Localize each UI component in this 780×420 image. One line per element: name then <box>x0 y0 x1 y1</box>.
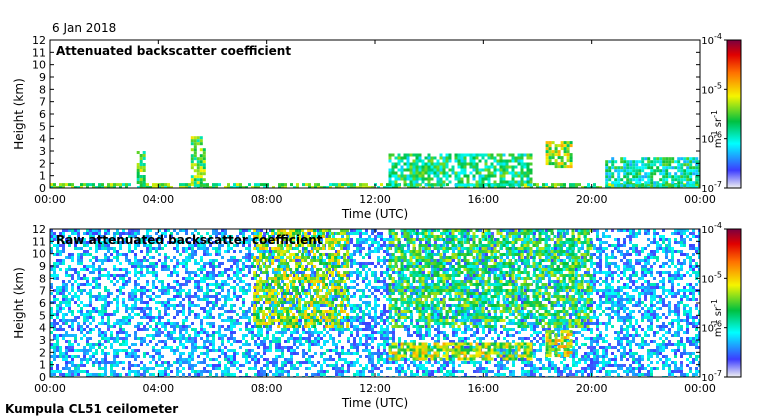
panel-title: Raw attenuated backscatter coefficient <box>56 233 323 247</box>
colorbar <box>726 228 742 378</box>
colorbar <box>726 39 742 189</box>
y-tick-label: 2 <box>39 346 46 359</box>
colorbar-tick-label: 10-7 <box>701 369 722 384</box>
y-tick-label: 11 <box>32 235 46 248</box>
x-tick-label: 12:00 <box>359 382 391 395</box>
y-tick-label: 1 <box>39 170 46 183</box>
y-tick-label: 6 <box>39 297 46 310</box>
heatmap-feature-5 <box>545 141 573 169</box>
heatmap-feature-3 <box>388 229 593 328</box>
x-tick-label: 04:00 <box>142 193 174 206</box>
colorbar-tick-label: 10-4 <box>701 221 722 236</box>
heatmap-feature-4 <box>388 342 533 361</box>
y-tick-label: 5 <box>39 120 46 133</box>
y-tick-label: 7 <box>39 96 46 109</box>
x-tick-label: 00:00 <box>684 382 716 395</box>
heatmap-data <box>50 136 700 188</box>
y-tick-label: 7 <box>39 285 46 298</box>
x-axis-label: Time (UTC) <box>341 207 408 221</box>
y-tick-label: 5 <box>39 309 46 322</box>
y-tick-label: 3 <box>39 145 46 158</box>
date-label: 6 Jan 2018 <box>52 21 117 35</box>
colorbar-tick-label: 10-6 <box>701 131 722 146</box>
y-axis-label: Height (km) <box>12 267 26 338</box>
y-tick-label: 11 <box>32 46 46 59</box>
heatmap-feature-3 <box>190 136 206 188</box>
heatmap-feature-4 <box>388 153 533 187</box>
x-tick-label: 16:00 <box>467 193 499 206</box>
y-tick-label: 4 <box>39 322 46 335</box>
x-tick-label: 08:00 <box>251 382 283 395</box>
colorbar-tick-label: 10-4 <box>701 32 722 47</box>
heatmap-feature-2 <box>253 229 350 328</box>
y-tick-label: 1 <box>39 359 46 372</box>
x-tick-label: 20:00 <box>576 382 608 395</box>
y-tick-label: 12 <box>32 34 46 47</box>
heatmap-feature-6 <box>605 157 700 188</box>
y-tick-label: 3 <box>39 334 46 347</box>
x-tick-label: 00:00 <box>34 193 66 206</box>
colorbar-tick-label: 10-5 <box>701 270 722 285</box>
x-tick-label: 00:00 <box>34 382 66 395</box>
heatmap-data <box>50 229 700 377</box>
y-tick-label: 8 <box>39 83 46 96</box>
heatmap-feature-5 <box>545 330 573 358</box>
y-axis-label: Height (km) <box>12 78 26 149</box>
colorbar-unit-label: m-1 sr-1 <box>710 110 724 148</box>
y-tick-label: 9 <box>39 71 46 84</box>
x-tick-label: 04:00 <box>142 382 174 395</box>
y-tick-label: 10 <box>32 59 46 72</box>
y-tick-label: 8 <box>39 272 46 285</box>
colorbar-tick-label: 10-5 <box>701 81 722 96</box>
y-tick-label: 6 <box>39 108 46 121</box>
y-tick-label: 10 <box>32 248 46 261</box>
instrument-label: Kumpula CL51 ceilometer <box>5 402 179 416</box>
x-axis-label: Time (UTC) <box>341 396 408 410</box>
x-tick-label: 08:00 <box>251 193 283 206</box>
colorbar-unit-label: m-1 sr-1 <box>710 299 724 337</box>
plot-area <box>50 40 700 188</box>
x-tick-label: 16:00 <box>467 382 499 395</box>
y-tick-label: 9 <box>39 260 46 273</box>
y-tick-label: 2 <box>39 157 46 170</box>
panel-title: Attenuated backscatter coefficient <box>56 44 291 58</box>
x-tick-label: 12:00 <box>359 193 391 206</box>
y-tick-label: 4 <box>39 133 46 146</box>
heatmap-feature-2 <box>136 151 146 187</box>
x-tick-label: 00:00 <box>684 193 716 206</box>
y-tick-label: 0 <box>39 182 46 195</box>
x-tick-label: 20:00 <box>576 193 608 206</box>
colorbar-tick-label: 10-6 <box>701 320 722 335</box>
y-tick-label: 0 <box>39 371 46 384</box>
y-tick-label: 12 <box>32 223 46 236</box>
colorbar-tick-label: 10-7 <box>701 180 722 195</box>
